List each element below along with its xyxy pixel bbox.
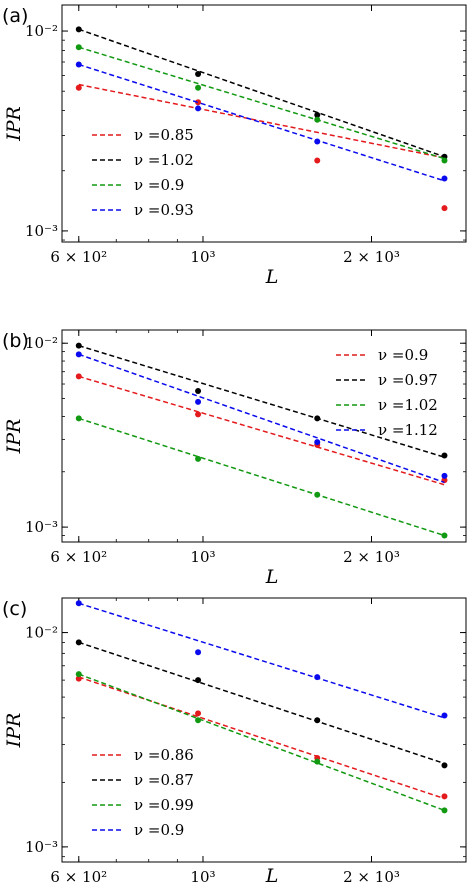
data-point (441, 452, 448, 459)
data-point (441, 532, 448, 539)
data-point (75, 351, 82, 358)
plot-frame (61, 597, 467, 863)
data-point (314, 116, 321, 123)
data-point (75, 61, 82, 68)
legend-entry: ν =1.12 (378, 421, 438, 439)
panel-label: (c) (2, 598, 27, 620)
x-tick-label: 2 × 10³ (343, 548, 400, 566)
fit-line (78, 673, 445, 812)
data-point (314, 758, 321, 765)
y-axis-label: IPR (3, 419, 25, 455)
y-tick-label: 10⁻³ (25, 518, 58, 536)
legend-entry: ν =0.97 (378, 371, 438, 389)
data-point (75, 84, 82, 91)
data-point (441, 472, 448, 479)
x-tick-label: 6 × 10² (50, 248, 107, 266)
data-point (195, 717, 202, 724)
data-point (441, 807, 448, 814)
y-tick-label: 10⁻³ (25, 222, 58, 240)
data-point (314, 138, 321, 145)
x-tick-label: 10³ (190, 548, 215, 566)
legend-entry: ν =0.9 (134, 821, 184, 839)
x-tick-label: 6 × 10² (50, 868, 107, 882)
data-point (195, 70, 202, 77)
x-axis-label: L (265, 865, 279, 882)
data-point (75, 373, 82, 380)
y-tick-label: 10⁻² (25, 624, 58, 642)
panel-label: (a) (2, 5, 28, 27)
y-tick-label: 10⁻² (25, 334, 58, 352)
data-point (195, 84, 202, 91)
x-axis-label: L (265, 566, 279, 588)
x-tick-label: 2 × 10³ (343, 248, 400, 266)
legend-entry: ν =1.02 (378, 396, 438, 414)
data-point (314, 157, 321, 164)
data-point (441, 157, 448, 164)
data-point (314, 439, 321, 446)
panel-0: (a) 6 × 10² 10³ 2 × 10³ 10⁻³ 10⁻² L IPR ν =0.85 ν… (2, 4, 467, 288)
y-axis-label: IPR (3, 713, 25, 749)
data-point (195, 455, 202, 462)
y-tick-label: 10⁻² (25, 22, 58, 40)
data-point (195, 105, 202, 112)
data-point (75, 415, 82, 422)
data-point (75, 44, 82, 51)
x-tick-label: 10³ (190, 248, 215, 266)
data-point (441, 205, 448, 212)
legend-entry: ν =0.9 (134, 176, 184, 194)
data-point (314, 415, 321, 422)
legend-entry: ν =1.02 (134, 151, 194, 169)
data-point (195, 677, 202, 684)
data-point (441, 793, 448, 800)
legend-entry: ν =0.86 (134, 746, 194, 764)
x-axis-label: L (265, 266, 279, 288)
y-axis-label: IPR (3, 106, 25, 142)
data-point (195, 99, 202, 106)
legend-entry: ν =0.85 (134, 126, 194, 144)
data-point (314, 717, 321, 724)
fit-line (78, 353, 445, 484)
legend-entry: ν =0.99 (134, 796, 194, 814)
x-tick-label: 6 × 10² (50, 548, 107, 566)
data-point (195, 649, 202, 656)
data-point (441, 762, 448, 769)
data-point (195, 411, 202, 418)
plot-frame (61, 4, 467, 243)
data-point (195, 387, 202, 394)
data-point (75, 342, 82, 349)
fit-line (78, 641, 445, 765)
panel-label: (b) (2, 330, 29, 352)
data-point (75, 639, 82, 646)
legend-entry: ν =0.87 (134, 771, 194, 789)
data-point (75, 600, 82, 607)
data-point (195, 398, 202, 405)
data-point (314, 112, 321, 119)
data-point (441, 175, 448, 182)
data-point (75, 26, 82, 33)
panel-2: (c) 6 × 10² 10³ 2 × 10³ 10⁻³ 10⁻² L IPR ν =0.86 ν… (2, 597, 467, 882)
data-point (314, 491, 321, 498)
x-tick-label: 2 × 10³ (343, 868, 400, 882)
data-point (75, 671, 82, 678)
data-point (441, 712, 448, 719)
legend-entry: ν =0.93 (134, 201, 194, 219)
legend-entry: ν =0.9 (378, 346, 428, 364)
data-point (75, 675, 82, 682)
fit-line (78, 28, 445, 158)
data-point (314, 674, 321, 681)
panel-1: (b) 6 × 10² 10³ 2 × 10³ 10⁻³ 10⁻² L IPR ν =0.9 ν … (2, 329, 467, 588)
y-tick-label: 10⁻³ (25, 838, 58, 856)
plot-frame (61, 329, 467, 543)
data-point (195, 710, 202, 717)
fit-line (78, 83, 445, 159)
x-tick-label: 10³ (190, 868, 215, 882)
